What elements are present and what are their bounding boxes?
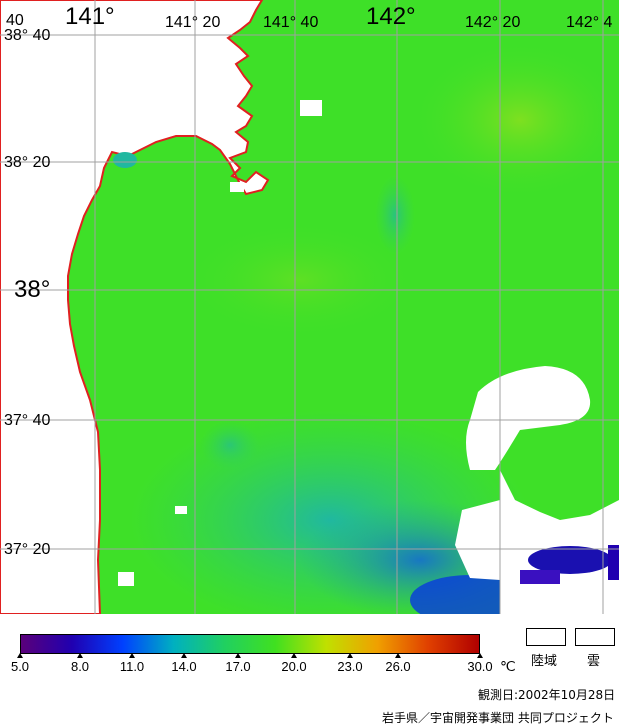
colorbar-tick-mark: [395, 653, 401, 658]
observation-date: 観測日:2002年10月28日: [478, 688, 616, 702]
colorbar-tick-label: 8.0: [70, 659, 90, 674]
sea-surface-temperature-map: [0, 0, 619, 614]
colorbar-tick-mark: [129, 653, 135, 658]
corner-label: 40: [6, 12, 24, 29]
project-credit: 岩手県／宇宙開発事業団 共同プロジェクト: [382, 711, 614, 725]
land-area: [0, 0, 270, 614]
colorbar-tick-label: 23.0: [337, 659, 363, 674]
colorbar-tick-mark: [77, 653, 83, 658]
land-legend-label: 陸域: [531, 654, 558, 669]
lat-label-37-20: 37° 20: [4, 541, 51, 558]
colorbar-tick-mark: [291, 653, 297, 658]
colorbar-tick-mark: [181, 653, 187, 658]
lat-label-38-20: 38° 20: [4, 154, 51, 171]
graticule: [0, 0, 619, 614]
lon-label-142-20: 142° 20: [465, 14, 521, 31]
colorbar-tick-mark: [235, 653, 241, 658]
colorbar-tick-label: 26.0: [385, 659, 411, 674]
colorbar-tick-label: 20.0: [281, 659, 307, 674]
lon-label-142-40: 142° 4: [566, 14, 613, 31]
colorbar-tick-mark: [347, 653, 353, 658]
colorbar-tick-label: 11.0: [119, 659, 145, 674]
colorbar-tick-label: 14.0: [171, 659, 197, 674]
lon-label-141: 141°: [65, 3, 115, 30]
lon-label-141-20: 141° 20: [165, 14, 221, 31]
cloud-legend-label: 雲: [587, 654, 601, 669]
cloud-areas: [118, 100, 619, 614]
lat-label-37-40: 37° 40: [4, 412, 51, 429]
land-legend-swatch: [526, 628, 566, 646]
colorbar-tick-mark: [17, 653, 23, 658]
lat-label-38: 38°: [14, 276, 51, 303]
colorbar-tick-mark: [477, 653, 483, 658]
lon-label-142: 142°: [366, 3, 416, 30]
lat-label-38-40: 38° 40: [4, 27, 51, 44]
colorbar-tick-label: 30.0: [467, 659, 493, 674]
colorbar-tick-label: 5.0: [10, 659, 30, 674]
cloud-legend-swatch: [575, 628, 615, 646]
lon-label-141-40: 141° 40: [263, 14, 319, 31]
colorbar-tick-label: 17.0: [225, 659, 251, 674]
temperature-colorbar: [20, 634, 480, 654]
unit-label: ℃: [500, 658, 516, 674]
